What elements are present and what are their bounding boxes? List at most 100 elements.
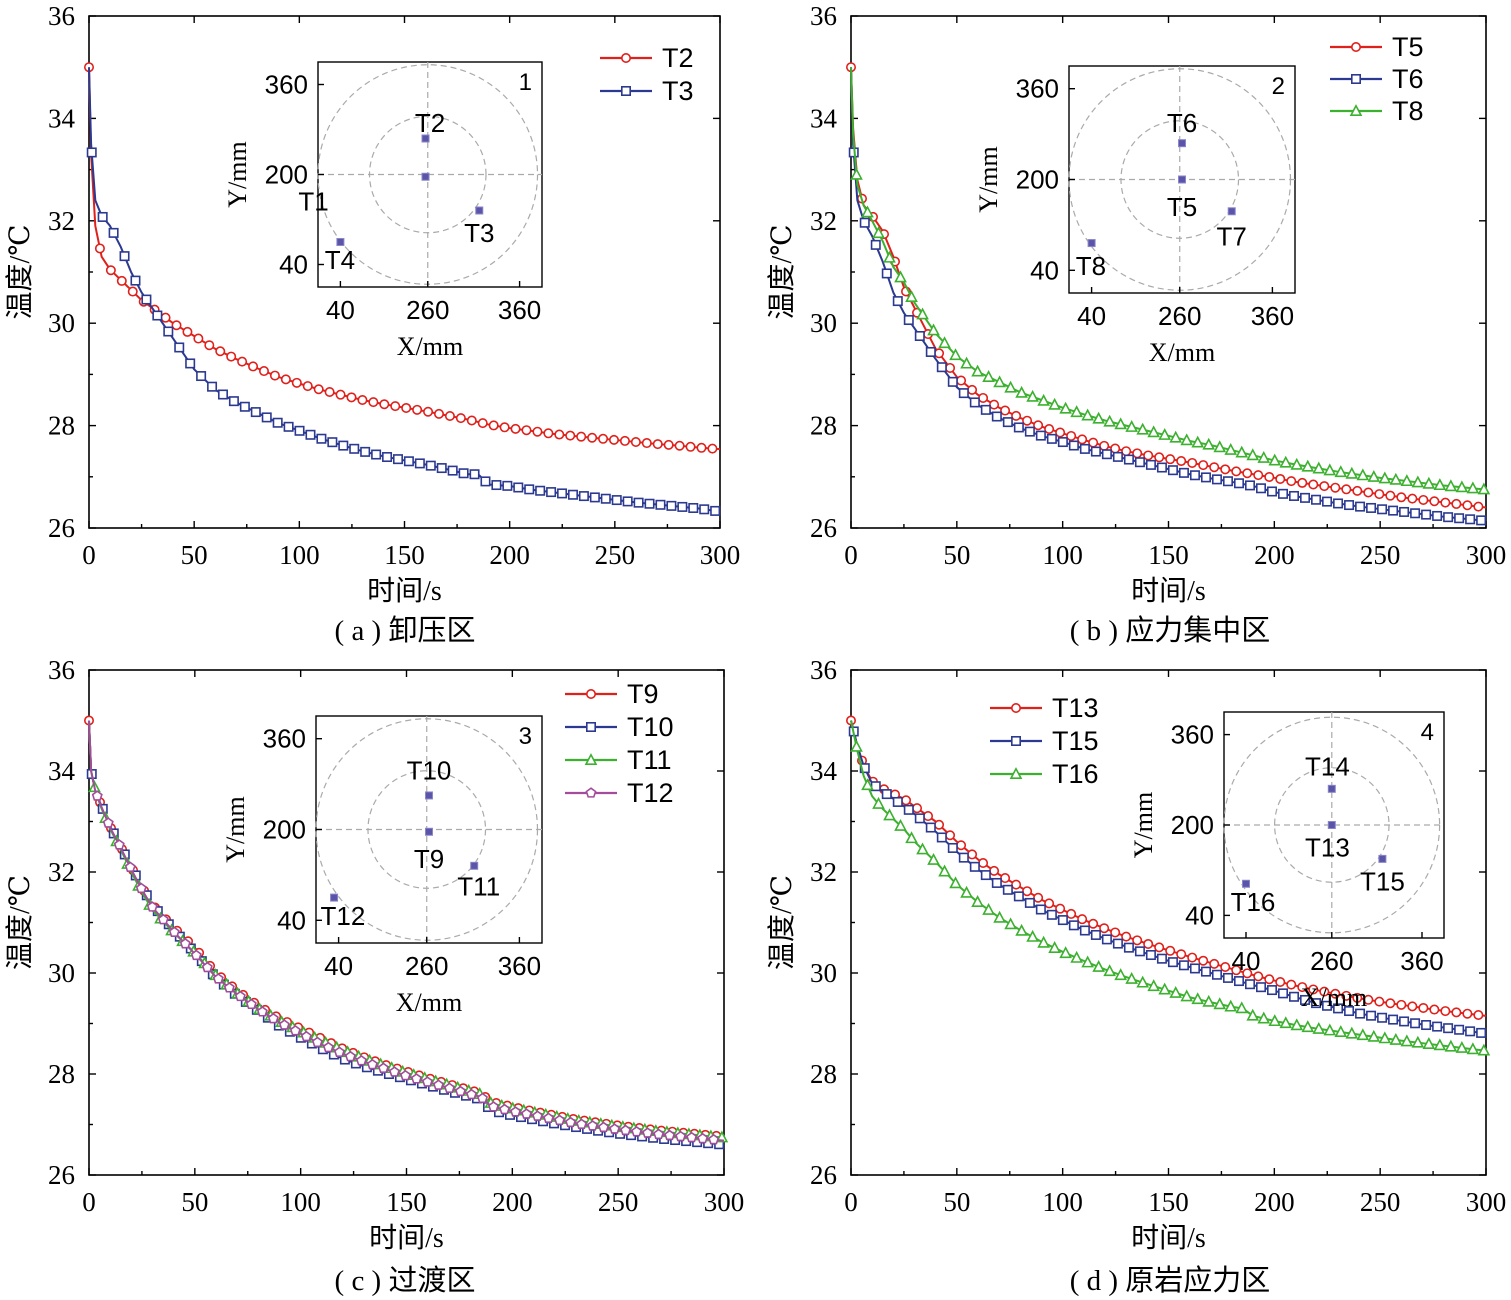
sensor-label: T12 (321, 901, 366, 931)
data-point-T12 (620, 1124, 632, 1136)
inset-x-axis-label: X/mm (397, 332, 463, 361)
data-point-T3 (97, 211, 108, 222)
data-point-T16 (905, 831, 918, 844)
data-point-T6 (1233, 478, 1244, 489)
data-point-T3 (228, 396, 239, 407)
y-axis-label: 温度/℃ (4, 224, 36, 319)
data-point-T15 (1344, 1006, 1355, 1017)
inset-x-tick-label: 260 (1310, 946, 1353, 976)
data-point-T6 (903, 315, 914, 326)
data-point-T2 (630, 436, 641, 447)
data-point-T12 (664, 1129, 676, 1141)
data-point-T16 (938, 864, 951, 877)
data-point-T13 (945, 830, 956, 841)
x-tick-label: 300 (1466, 540, 1507, 570)
legend-label: T3 (662, 76, 694, 106)
data-point-T6 (1057, 437, 1068, 448)
inset-y-tick-label: 200 (1171, 810, 1214, 840)
data-point-T2 (116, 275, 127, 286)
data-point-T5 (1132, 448, 1143, 459)
data-point-T15 (1189, 963, 1200, 974)
data-point-T12 (388, 1066, 400, 1077)
y-tick-label: 36 (48, 1, 75, 31)
panel-d: 0 50 100 150 200 250 300 26 28 30 32 34 36 时间/s 温度/℃ ( … (766, 655, 1506, 1297)
legend-label: T16 (1052, 759, 1099, 789)
data-point-T2 (608, 434, 619, 445)
data-point-T6 (991, 411, 1002, 422)
data-point-T6 (1476, 515, 1487, 526)
data-point-T8 (1136, 422, 1150, 435)
inset-y-tick-label: 200 (265, 160, 308, 190)
data-point-T3 (272, 417, 283, 428)
data-point-T8 (861, 205, 874, 218)
data-point-T13 (912, 803, 923, 814)
data-point-T15 (1156, 953, 1167, 964)
data-point-T2 (269, 370, 280, 381)
data-point-T6 (936, 362, 947, 373)
data-point-T8 (1224, 442, 1238, 455)
data-point-T13 (1000, 873, 1011, 884)
series-T5 (845, 62, 1487, 512)
x-tick-label: 250 (595, 540, 636, 570)
data-point-T3 (163, 326, 174, 337)
data-point-T6 (1079, 443, 1090, 454)
data-point-T8 (1213, 440, 1227, 453)
y-tick-label: 28 (48, 411, 75, 441)
data-point-T16 (1323, 1023, 1337, 1036)
y-tick-label: 30 (48, 308, 75, 338)
x-tick-label: 150 (1148, 540, 1189, 570)
series-T12 (88, 720, 725, 1145)
data-point-T8 (872, 226, 885, 239)
data-point-T8 (1246, 448, 1260, 461)
data-point-T5 (1033, 420, 1044, 431)
data-point-T13 (1330, 988, 1341, 999)
data-point-T8 (938, 336, 951, 349)
sensor-point (425, 791, 433, 800)
data-point-T6 (1443, 512, 1454, 523)
data-point-T8 (1268, 453, 1282, 466)
data-point-T16 (1004, 917, 1017, 930)
data-point-T5 (1110, 443, 1121, 454)
data-point-T12 (289, 1025, 301, 1036)
data-point-T12 (256, 1006, 268, 1017)
data-point-T8 (1158, 428, 1172, 440)
x-tick-label: 0 (82, 540, 96, 570)
data-point-T3 (557, 488, 568, 499)
legend-marker-T2 (620, 52, 631, 63)
data-point-T13 (1286, 979, 1297, 990)
y-tick-label: 34 (48, 103, 76, 133)
data-point-T5 (934, 348, 945, 359)
data-point-T16 (850, 739, 863, 752)
data-point-T2 (433, 408, 444, 419)
data-point-T8 (916, 307, 929, 320)
data-point-T12 (333, 1046, 345, 1057)
legend-marker-T10 (585, 721, 596, 732)
data-point-T5 (1220, 464, 1231, 475)
y-tick-label: 30 (810, 958, 837, 988)
data-point-T12 (543, 1112, 555, 1123)
sensor-point (1242, 879, 1250, 888)
data-point-T5 (1275, 473, 1286, 484)
data-point-T6 (1410, 508, 1421, 519)
sensor-label: T14 (1305, 751, 1350, 781)
data-point-T16 (982, 902, 995, 915)
sensor-label: T6 (1167, 108, 1197, 138)
data-point-T8 (982, 370, 995, 382)
data-point-T16 (960, 885, 973, 898)
data-point-T3 (491, 480, 502, 491)
data-point-T3 (185, 358, 196, 369)
data-point-T3 (567, 489, 578, 500)
data-point-T15 (1002, 884, 1013, 895)
data-point-T13 (1022, 886, 1033, 897)
data-point-T3 (196, 371, 207, 382)
data-point-T3 (688, 502, 699, 513)
legend-marker-T15 (1010, 735, 1021, 746)
data-point-T3 (425, 460, 436, 471)
data-point-T3 (666, 500, 677, 511)
data-point-T8 (1037, 393, 1050, 406)
data-point-T13 (934, 819, 945, 830)
data-point-T3 (371, 449, 382, 460)
data-point-T3 (458, 468, 469, 479)
data-point-T12 (686, 1131, 698, 1143)
x-tick-label: 50 (943, 1187, 970, 1217)
